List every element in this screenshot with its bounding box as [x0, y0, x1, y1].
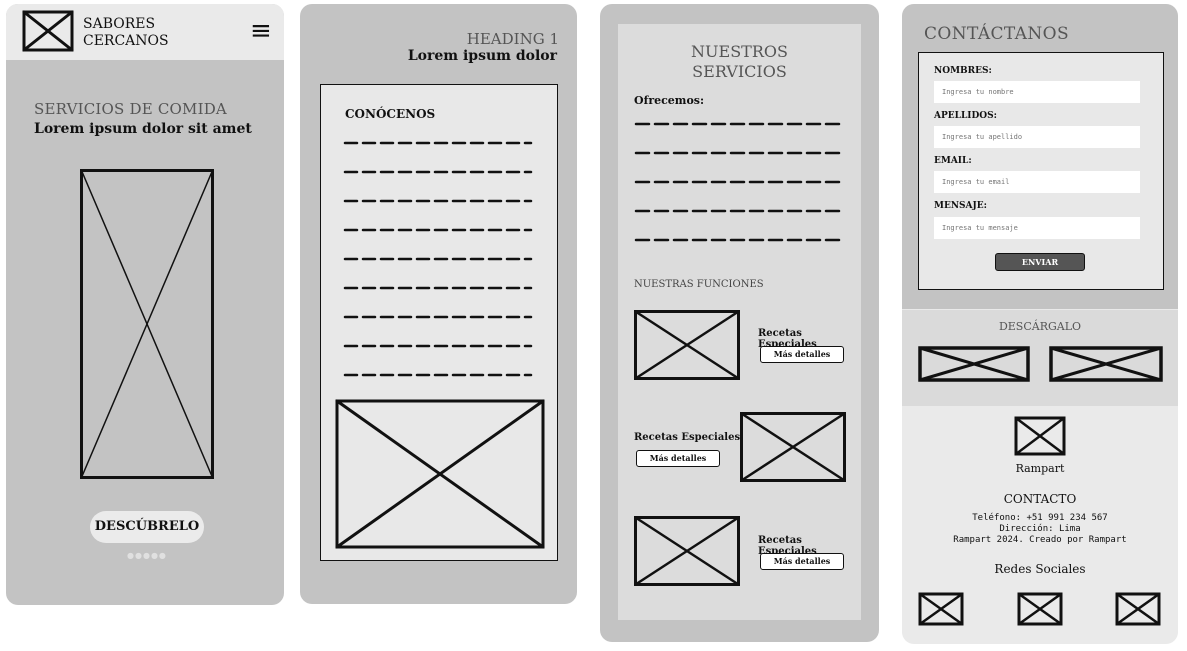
first-name-label: NOMBRES: [934, 66, 992, 76]
about-card: CONÓCENOS [320, 84, 558, 561]
contact-title: CONTÁCTANOS [924, 24, 1070, 44]
services-text-placeholder [634, 122, 842, 242]
download-title: DESCÁRGALO [998, 320, 1082, 333]
social-icon-3-placeholder[interactable] [1115, 592, 1161, 626]
contact-form: NOMBRES: APELLIDOS: EMAIL: MENSAJE: ENVI… [918, 52, 1164, 290]
feature-1-label: Recetas Especiales [758, 328, 817, 350]
brand-name: SABORES CERCANOS [83, 16, 203, 50]
footer-contact-title: CONTACTO [1003, 492, 1077, 506]
app-store-badge-placeholder[interactable] [918, 346, 1030, 382]
social-icon-1-placeholder[interactable] [918, 592, 964, 626]
services-container: NUESTROS SERVICIOS Ofrecemos: NUESTRAS F… [618, 24, 861, 620]
text-placeholder-lines [343, 141, 533, 377]
offer-label: Ofrecemos: [634, 94, 705, 107]
footer-address: Dirección: Lima [999, 524, 1081, 534]
hero-image-placeholder [80, 169, 214, 479]
functions-title: NUESTRAS FUNCIONES [634, 279, 764, 290]
last-name-label: APELLIDOS: [934, 111, 997, 121]
email-label: EMAIL: [934, 156, 972, 166]
play-store-badge-placeholder[interactable] [1049, 346, 1163, 382]
contact-section: CONTÁCTANOS NOMBRES: APELLIDOS: EMAIL: M… [902, 4, 1178, 309]
hero-lead: Lorem ipsum dolor sit amet [34, 121, 252, 137]
first-name-input[interactable] [934, 81, 1140, 103]
social-title: Redes Sociales [994, 562, 1086, 576]
screen-home: SABORES CERCANOS ≡ SERVICIOS DE COMIDA L… [6, 4, 284, 605]
page-heading: HEADING 1 [466, 30, 559, 48]
brand-line-2: CERCANOS [83, 33, 169, 49]
feature-2-details-button[interactable]: Más detalles [636, 450, 720, 467]
services-title: NUESTROS SERVICIOS [618, 42, 861, 82]
services-title-line-1: NUESTROS [691, 42, 788, 61]
feature-3-details-button[interactable]: Más detalles [760, 553, 844, 570]
download-section: DESCÁRGALO [902, 310, 1178, 406]
message-input[interactable] [934, 217, 1140, 239]
send-button[interactable]: ENVIAR [995, 253, 1085, 271]
feature-2-label: Recetas Especiales [634, 432, 741, 443]
menu-icon[interactable]: ≡ [250, 16, 272, 46]
message-label: MENSAJE: [934, 201, 987, 211]
feature-1-image-placeholder [634, 310, 740, 380]
screen-services: NUESTROS SERVICIOS Ofrecemos: NUESTRAS F… [600, 4, 879, 642]
about-image-placeholder [335, 399, 545, 549]
feature-3-image-placeholder [634, 516, 740, 586]
screen-contact: CONTÁCTANOS NOMBRES: APELLIDOS: EMAIL: M… [902, 4, 1178, 644]
last-name-input[interactable] [934, 126, 1140, 148]
footer-logo-placeholder-icon [1014, 416, 1066, 456]
footer-phone: Teléfono: +51 991 234 567 [972, 513, 1108, 523]
page-subheading: Lorem ipsum dolor [407, 48, 557, 64]
logo-placeholder-icon[interactable] [22, 10, 74, 52]
social-icon-2-placeholder[interactable] [1017, 592, 1063, 626]
email-input[interactable] [934, 171, 1140, 193]
footer-copyright: Rampart 2024. Creado por Rampart [953, 535, 1127, 545]
discover-button[interactable]: DESCÚBRELO [90, 511, 204, 543]
about-title: CONÓCENOS [345, 107, 436, 121]
header-bar: SABORES CERCANOS ≡ [6, 4, 284, 60]
brand-line-1: SABORES [83, 16, 156, 32]
footer-brand: Rampart [1015, 462, 1065, 475]
pager-dots: ●●●●● [127, 551, 167, 560]
hero-kicker: SERVICIOS DE COMIDA [34, 100, 227, 118]
feature-2-image-placeholder [740, 412, 846, 482]
feature-3-label: Recetas Especiales [758, 535, 817, 557]
screen-about: HEADING 1 Lorem ipsum dolor CONÓCENOS [300, 4, 577, 604]
feature-1-details-button[interactable]: Más detalles [760, 346, 844, 363]
services-title-line-2: SERVICIOS [692, 62, 787, 81]
